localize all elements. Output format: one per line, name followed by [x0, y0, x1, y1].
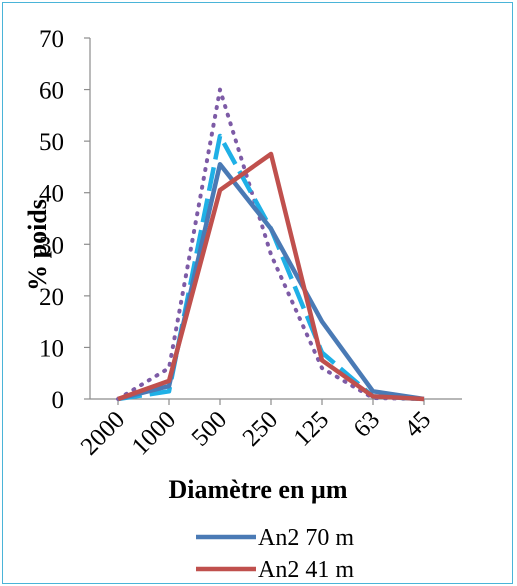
- x-tick-label: 125: [289, 406, 335, 452]
- x-tick-label: 500: [187, 406, 233, 452]
- y-tick-label: 60: [39, 78, 64, 105]
- x-tick-label: 63: [348, 406, 385, 443]
- legend-label: An2 41 m: [258, 557, 354, 583]
- y-tick-label: 0: [52, 387, 65, 414]
- legend: An2 70 m An2 41 m: [196, 525, 354, 583]
- series-line-2: [117, 151, 425, 402]
- legend-label: An2 70 m: [258, 525, 354, 551]
- x-tick-label: 45: [399, 406, 436, 443]
- y-tick-label: 70: [39, 26, 64, 53]
- y-tick-label: 10: [39, 335, 64, 362]
- x-tick-label: 2000: [76, 406, 130, 460]
- x-axis-title: Diamètre en µm: [168, 475, 347, 504]
- y-tick-label: 30: [39, 232, 64, 259]
- x-tick-label: 250: [238, 406, 284, 452]
- y-tick-label: 40: [39, 181, 64, 208]
- x-tick-label: 1000: [127, 406, 181, 460]
- y-tick-label: 50: [39, 129, 64, 156]
- series-line-3: [117, 133, 425, 402]
- y-axis: 0 10 20 30 40 50 60 70: [39, 26, 91, 414]
- y-tick-label: 20: [39, 284, 64, 311]
- plot-area: [116, 87, 426, 402]
- y-axis-title: % poids: [23, 199, 52, 291]
- series-line-1: [117, 162, 425, 402]
- series-line-4: [116, 87, 426, 401]
